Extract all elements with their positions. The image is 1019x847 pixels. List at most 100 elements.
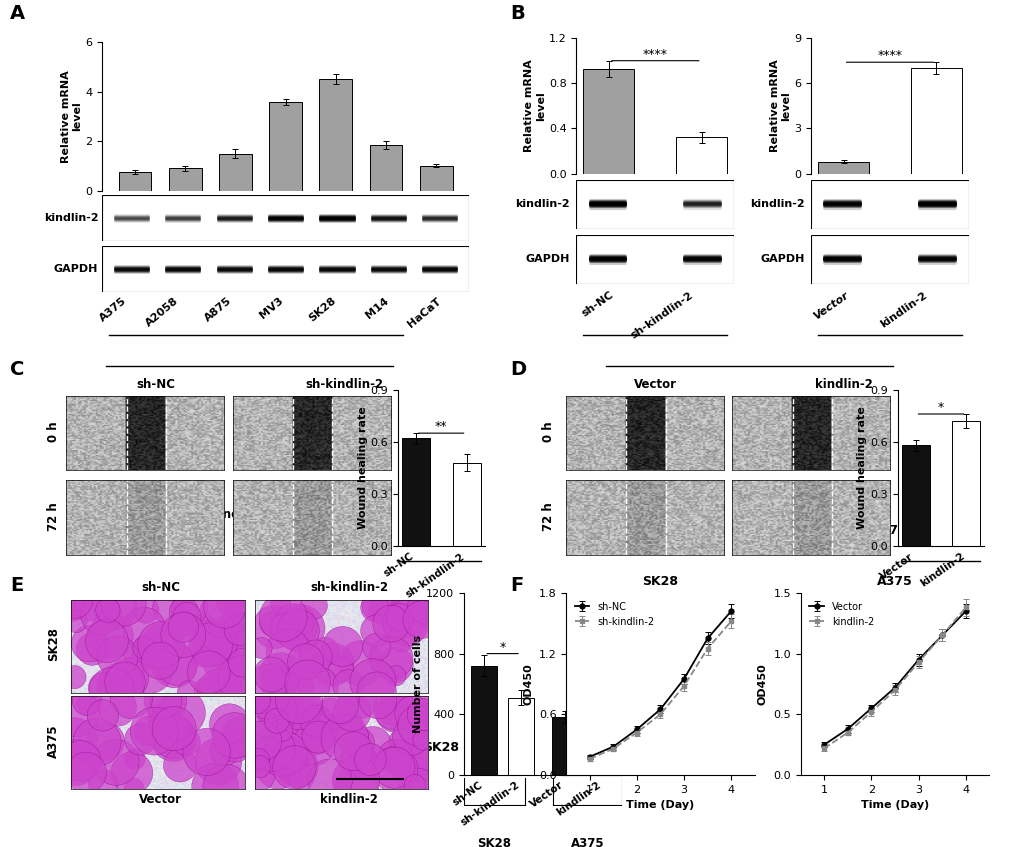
Point — [263, 667, 279, 681]
Point — [181, 685, 198, 699]
Point — [275, 611, 291, 624]
Point — [174, 618, 191, 632]
Title: A375: A375 — [876, 574, 912, 588]
Point — [310, 730, 326, 744]
Point — [85, 642, 101, 656]
Bar — [319, 80, 352, 191]
Point — [386, 702, 403, 716]
Point — [324, 658, 340, 672]
Point — [407, 778, 423, 792]
Bar — [910, 69, 961, 174]
Point — [66, 593, 83, 606]
Point — [321, 726, 337, 739]
Point — [411, 750, 427, 764]
Point — [96, 681, 112, 695]
Point — [348, 780, 365, 794]
Point — [340, 691, 357, 705]
Point — [415, 708, 431, 722]
Point — [136, 622, 152, 635]
Text: E: E — [10, 576, 23, 595]
Text: A375: A375 — [871, 523, 907, 537]
Point — [126, 782, 143, 795]
Point — [368, 624, 384, 638]
Point — [168, 721, 184, 734]
Point — [322, 774, 338, 788]
Point — [95, 778, 111, 791]
Point — [109, 700, 125, 714]
Point — [274, 750, 290, 763]
Point — [178, 735, 195, 749]
Text: kindlin-2: kindlin-2 — [515, 199, 570, 209]
Point — [151, 709, 167, 722]
Point — [386, 762, 403, 776]
Point — [259, 748, 275, 761]
Text: A375: A375 — [922, 740, 958, 754]
Point — [415, 715, 431, 728]
Text: **: ** — [434, 420, 447, 433]
Text: A: A — [10, 4, 25, 23]
Point — [414, 734, 430, 747]
Bar — [118, 172, 151, 191]
Point — [311, 721, 327, 734]
Point — [143, 644, 159, 657]
Text: sh-NC: sh-NC — [141, 581, 180, 595]
Text: ****: **** — [642, 47, 667, 61]
Point — [348, 755, 365, 768]
Point — [77, 766, 94, 779]
Bar — [552, 717, 578, 775]
Point — [252, 760, 268, 773]
Point — [366, 601, 382, 614]
Y-axis label: Wound healing rate: Wound healing rate — [358, 407, 367, 529]
Text: kindlin-2: kindlin-2 — [878, 290, 928, 329]
Point — [353, 656, 369, 670]
Text: SK28: SK28 — [637, 523, 673, 537]
Text: GAPDH: GAPDH — [525, 254, 570, 264]
Point — [404, 706, 420, 720]
Point — [288, 705, 305, 718]
Point — [285, 761, 302, 775]
Point — [417, 777, 433, 790]
Point — [352, 745, 368, 759]
Point — [278, 747, 294, 761]
Point — [253, 734, 269, 748]
Text: kindlin-2: kindlin-2 — [814, 378, 872, 391]
Point — [306, 738, 322, 751]
Text: Vector: Vector — [633, 378, 677, 391]
Point — [67, 756, 84, 769]
Point — [391, 611, 408, 624]
Point — [123, 690, 140, 704]
Text: SK28: SK28 — [477, 837, 511, 847]
Point — [234, 656, 251, 669]
Point — [383, 617, 399, 630]
Point — [165, 731, 181, 745]
Point — [386, 761, 403, 775]
Point — [104, 684, 120, 697]
Point — [100, 603, 116, 617]
Text: A875: A875 — [202, 296, 233, 324]
Point — [266, 692, 282, 706]
Text: sh-NC: sh-NC — [136, 378, 175, 391]
Text: 72 h: 72 h — [541, 502, 554, 531]
Text: sh-kindlin-2: sh-kindlin-2 — [305, 378, 383, 391]
Text: Melanoma cell lines: Melanoma cell lines — [191, 508, 321, 521]
Point — [336, 731, 353, 745]
Point — [165, 732, 181, 745]
Point — [211, 684, 227, 697]
Point — [276, 621, 292, 634]
Point — [153, 634, 169, 648]
Text: Vector: Vector — [139, 793, 182, 806]
Point — [153, 639, 169, 652]
Text: HaCaT: HaCaT — [406, 296, 442, 329]
Point — [392, 735, 409, 749]
Point — [332, 699, 348, 712]
Point — [178, 610, 195, 623]
Point — [107, 601, 123, 615]
Point — [387, 669, 404, 683]
Point — [231, 623, 248, 636]
Text: sh-kindlin-2: sh-kindlin-2 — [310, 581, 388, 595]
Text: SK28: SK28 — [307, 296, 337, 324]
Point — [66, 670, 83, 684]
Point — [263, 617, 279, 631]
Point — [168, 658, 184, 672]
Bar — [589, 634, 614, 775]
